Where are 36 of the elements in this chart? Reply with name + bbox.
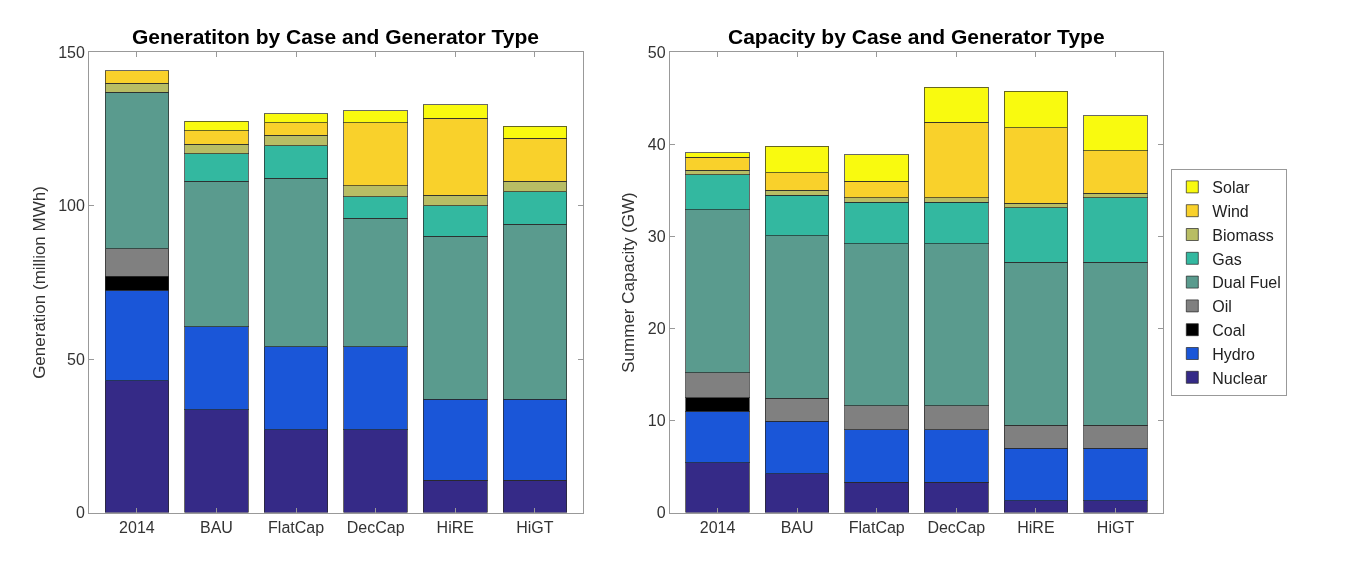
y-axis-title: Generation (million MWh) <box>29 186 49 379</box>
chart-title: Capacity by Case and Generator Type <box>728 25 1105 48</box>
x-tick-label: DecCap <box>346 518 405 536</box>
y-tick-label: 10 <box>647 412 666 430</box>
x-tick-label: FlatCap <box>268 518 325 536</box>
y-tick-label: 30 <box>647 228 666 246</box>
x-tick-label: HiRE <box>1017 518 1055 536</box>
x-tick-label: 2014 <box>699 518 736 536</box>
x-tick-label: HiRE <box>436 518 474 536</box>
legend-label: Nuclear <box>1212 369 1269 387</box>
y-tick-label: 50 <box>647 43 666 61</box>
y-tick-label: 150 <box>58 43 86 61</box>
legend-label: Oil <box>1212 298 1232 316</box>
legend-label: Biomass <box>1212 226 1274 244</box>
legend-label: Hydro <box>1212 345 1256 363</box>
y-tick-label: 0 <box>656 504 666 522</box>
x-tick-label: HiGT <box>1096 518 1135 536</box>
y-tick-label: 100 <box>58 197 86 215</box>
legend-label: Gas <box>1212 250 1242 268</box>
y-axis-title: Summer Capacity (GW) <box>619 192 639 373</box>
y-tick-label: 40 <box>647 136 666 154</box>
chart-title: Generatiton by Case and Generator Type <box>132 25 539 48</box>
bar <box>685 156 750 171</box>
legend-label: Dual Fuel <box>1212 274 1281 292</box>
x-tick-label: BAU <box>200 518 233 536</box>
y-tick-label: 50 <box>67 350 86 368</box>
legend-label: Coal <box>1212 321 1246 339</box>
y-tick-label: 20 <box>647 320 666 338</box>
legend-label: Solar <box>1212 179 1251 197</box>
legend-label: Wind <box>1212 202 1249 220</box>
x-tick-label: BAU <box>780 518 814 536</box>
x-tick-label: DecCap <box>927 518 986 536</box>
x-tick-label: FlatCap <box>848 518 905 536</box>
x-tick-label: 2014 <box>119 518 155 536</box>
y-tick-label: 0 <box>76 504 86 522</box>
x-tick-label: HiGT <box>516 518 554 536</box>
